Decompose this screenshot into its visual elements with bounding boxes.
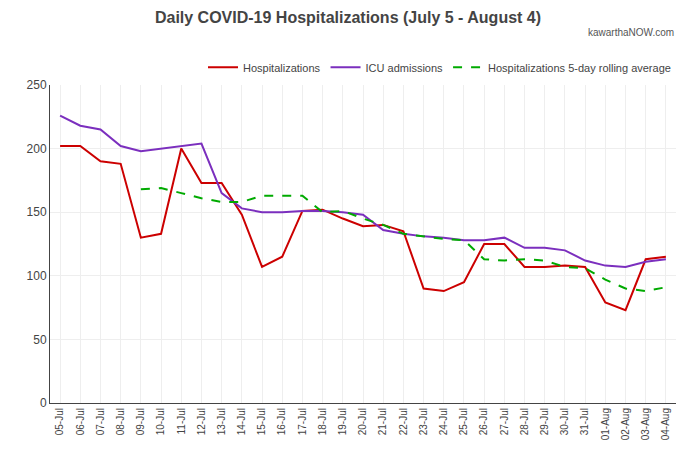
svg-text:23-Jul: 23-Jul	[418, 408, 429, 435]
svg-text:24-Jul: 24-Jul	[438, 408, 449, 435]
svg-text:200: 200	[27, 142, 47, 156]
svg-text:50: 50	[33, 333, 47, 347]
svg-text:ICU admissions: ICU admissions	[366, 62, 444, 74]
svg-text:26-Jul: 26-Jul	[478, 408, 489, 435]
svg-text:14-Jul: 14-Jul	[236, 408, 247, 435]
svg-text:22-Jul: 22-Jul	[398, 408, 409, 435]
svg-text:10-Jul: 10-Jul	[155, 408, 166, 435]
svg-text:05-Jul: 05-Jul	[54, 408, 65, 435]
svg-text:06-Jul: 06-Jul	[75, 408, 86, 435]
svg-text:18-Jul: 18-Jul	[317, 408, 328, 435]
svg-text:100: 100	[27, 269, 47, 283]
svg-text:31-Jul: 31-Jul	[579, 408, 590, 435]
svg-text:03-Aug: 03-Aug	[640, 408, 651, 440]
svg-text:20-Jul: 20-Jul	[357, 408, 368, 435]
svg-text:02-Aug: 02-Aug	[620, 408, 631, 440]
svg-text:0: 0	[40, 396, 47, 410]
svg-text:08-Jul: 08-Jul	[115, 408, 126, 435]
svg-text:16-Jul: 16-Jul	[276, 408, 287, 435]
svg-text:27-Jul: 27-Jul	[499, 408, 510, 435]
svg-text:12-Jul: 12-Jul	[196, 408, 207, 435]
svg-text:25-Jul: 25-Jul	[458, 408, 469, 435]
svg-text:13-Jul: 13-Jul	[216, 408, 227, 435]
svg-text:29-Jul: 29-Jul	[539, 408, 550, 435]
svg-text:17-Jul: 17-Jul	[297, 408, 308, 435]
svg-text:Daily COVID-19 Hospitalization: Daily COVID-19 Hospitalizations (July 5 …	[155, 9, 541, 26]
svg-text:250: 250	[27, 78, 47, 92]
svg-text:04-Aug: 04-Aug	[660, 408, 671, 440]
svg-text:07-Jul: 07-Jul	[95, 408, 106, 435]
svg-text:28-Jul: 28-Jul	[519, 408, 530, 435]
svg-text:11-Jul: 11-Jul	[176, 408, 187, 435]
svg-text:01-Aug: 01-Aug	[600, 408, 611, 440]
svg-text:kawarthaNOW.com: kawarthaNOW.com	[588, 27, 674, 38]
svg-text:21-Jul: 21-Jul	[377, 408, 388, 435]
svg-text:19-Jul: 19-Jul	[337, 408, 348, 435]
svg-text:09-Jul: 09-Jul	[135, 408, 146, 435]
svg-text:Hospitalizations: Hospitalizations	[243, 62, 321, 74]
svg-text:15-Jul: 15-Jul	[256, 408, 267, 435]
svg-text:150: 150	[27, 205, 47, 219]
svg-text:30-Jul: 30-Jul	[559, 408, 570, 435]
svg-text:Hospitalizations 5-day rolling: Hospitalizations 5-day rolling average	[488, 62, 671, 74]
